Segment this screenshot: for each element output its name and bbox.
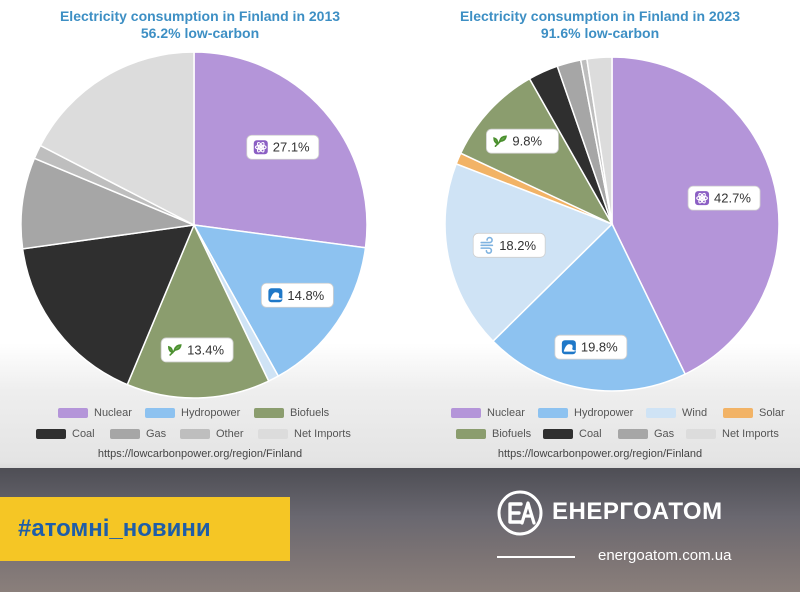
legend-swatch (36, 429, 66, 439)
pie-slice-gas (20, 157, 197, 250)
legend-label: Nuclear (487, 407, 525, 419)
legend-label: Biofuels (492, 428, 532, 440)
legend-swatch (646, 408, 676, 418)
hashtag-badge: #атомні_новини (0, 497, 290, 561)
brand-url[interactable]: energoatom.com.ua (598, 547, 732, 564)
data-label-hydropower: 19.8% (554, 334, 628, 360)
data-label-text: 9.8% (512, 134, 542, 149)
data-label-text: 42.7% (714, 191, 751, 206)
atom-icon (253, 140, 268, 155)
legend-swatch (254, 408, 284, 418)
chart-title-text: Electricity consumption in Finland in 20… (459, 8, 741, 24)
data-label-nuclear: 42.7% (687, 185, 761, 211)
legend-swatch (618, 429, 648, 439)
legend-label: Net Imports (722, 428, 779, 440)
source-link[interactable]: https://lowcarbonpower.org/region/Finlan… (97, 448, 303, 460)
legend-swatch (180, 429, 210, 439)
wave-icon (561, 340, 577, 355)
legend-swatch (451, 408, 481, 418)
data-label-nuclear: 27.1% (246, 134, 320, 160)
wind-icon (480, 236, 494, 254)
chart-title: Electricity consumption in Finland in 20… (400, 8, 800, 42)
legend-label: Solar (759, 407, 785, 419)
legend-label: Gas (146, 428, 167, 440)
pie-slice-net-imports (39, 51, 195, 227)
legend-item-solar[interactable]: Solar (723, 407, 785, 419)
chart-title-text: Electricity consumption in Finland in 20… (59, 8, 341, 24)
source-link[interactable]: https://lowcarbonpower.org/region/Finlan… (497, 448, 703, 460)
legend-item-coal[interactable]: Coal (36, 428, 95, 440)
pie-slice-coal (21, 224, 196, 386)
legend-item-gas[interactable]: Gas (618, 428, 674, 440)
wave-icon (268, 288, 284, 303)
leaf-icon (168, 344, 182, 356)
data-label-text: 14.8% (287, 288, 324, 303)
legend-swatch (543, 429, 573, 439)
legend-label: Coal (579, 428, 602, 440)
brand-divider (497, 556, 575, 558)
legend-label: Gas (654, 428, 675, 440)
hashtag-text: #атомні_новини (18, 515, 211, 542)
legend-swatch (538, 408, 568, 418)
legend-label: Hydropower (181, 407, 241, 419)
legend-swatch (456, 429, 486, 439)
legend-item-coal[interactable]: Coal (543, 428, 602, 440)
chart-subtitle-text: 56.2% low-carbon (140, 25, 260, 41)
legend-swatch (110, 429, 140, 439)
chart-panel-2023: Electricity consumption in Finland in 20… (400, 0, 800, 468)
data-label-hydropower: 14.8% (260, 282, 334, 308)
legend-label: Hydropower (574, 407, 634, 419)
energoatom-logo-icon (497, 490, 543, 536)
legend-label: Coal (72, 428, 95, 440)
legend-item-other[interactable]: Other (180, 428, 244, 440)
legend-item-biofuels[interactable]: Biofuels (254, 407, 329, 419)
pie-chart-2013: 27.1% 14.8% 13.4% (20, 51, 368, 399)
data-label-text: 18.2% (499, 238, 536, 253)
data-label-biofuels: 9.8% (486, 128, 559, 154)
pie-slice-hydropower (491, 222, 687, 392)
legend-item-wind[interactable]: Wind (646, 407, 707, 419)
legend-swatch (58, 408, 88, 418)
legend-item-hydropower[interactable]: Hydropower (538, 407, 633, 419)
data-label-text: 27.1% (273, 140, 310, 155)
pie-slice-net-imports (586, 56, 613, 225)
legend-label: Net Imports (294, 428, 351, 440)
legend-item-net-imports[interactable]: Net Imports (258, 428, 351, 440)
legend-item-biofuels[interactable]: Biofuels (456, 428, 531, 440)
legend-swatch (258, 429, 288, 439)
legend-item-nuclear[interactable]: Nuclear (451, 407, 525, 419)
legend-item-gas[interactable]: Gas (110, 428, 166, 440)
atom-icon (695, 191, 710, 206)
pie-slice-nuclear (611, 56, 780, 376)
legend-swatch (145, 408, 175, 418)
chart-panel-2013: Electricity consumption in Finland in 20… (0, 0, 400, 468)
pie-chart-2023: 42.7% 19.8% 18.2% 9.8% (444, 56, 780, 392)
legend-item-net-imports[interactable]: Net Imports (686, 428, 779, 440)
data-label-biofuels: 13.4% (160, 337, 234, 363)
chart-title: Electricity consumption in Finland in 20… (0, 8, 400, 42)
legend-label: Nuclear (94, 407, 132, 419)
legend-label: Biofuels (290, 407, 330, 419)
leaf-icon (493, 135, 507, 147)
data-label-text: 13.4% (187, 342, 224, 357)
legend-item-hydropower[interactable]: Hydropower (145, 407, 240, 419)
brand-name: ЕНЕРГОАТОМ (552, 498, 723, 525)
legend-swatch (686, 429, 716, 439)
legend-swatch (723, 408, 753, 418)
legend-item-nuclear[interactable]: Nuclear (58, 407, 132, 419)
chart-subtitle-text: 91.6% low-carbon (540, 25, 660, 41)
legend-label: Wind (682, 407, 708, 419)
data-label-text: 19.8% (581, 340, 618, 355)
legend-label: Other (216, 428, 244, 440)
data-label-wind: 18.2% (472, 232, 546, 258)
